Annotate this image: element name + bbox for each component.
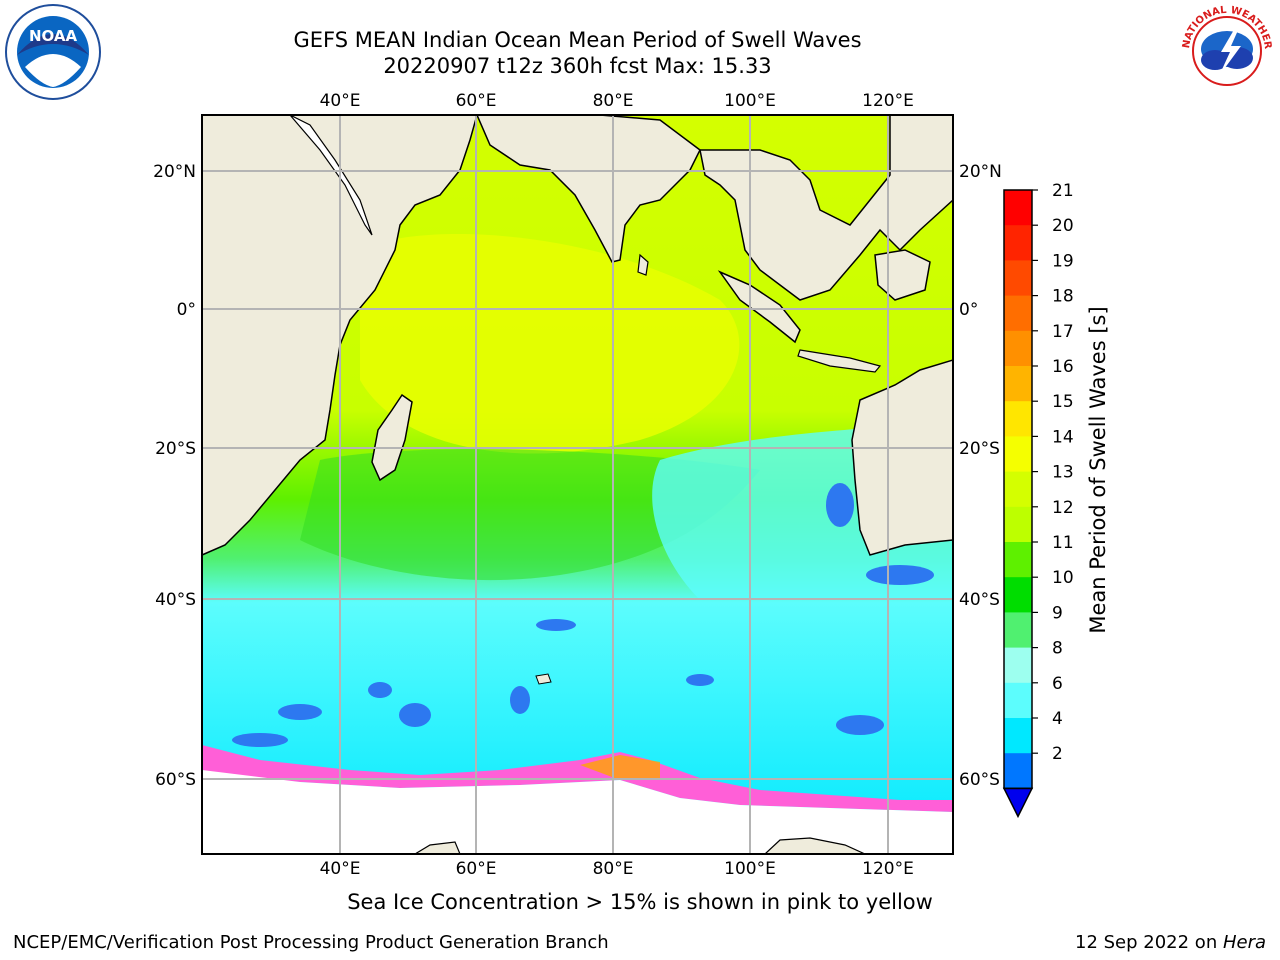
lon-label-top: 80°E [593,91,634,111]
lon-label-top: 60°E [456,91,497,111]
sea-ice-caption: Sea Ice Concentration > 15% is shown in … [347,890,933,914]
colorbar-segment [1004,612,1032,649]
colorbar-tick-label: 6 [1052,674,1063,694]
colorbar-segment [1004,436,1032,473]
sea-ice-interior [580,755,660,780]
lon-label-bottom: 120°E [862,859,914,879]
colorbar-segment [1004,506,1032,543]
colorbar-tick-label: 4 [1052,709,1063,729]
lon-label-bottom: 60°E [456,859,497,879]
lat-label-right: 40°S [959,590,1000,610]
land-java [797,349,882,373]
land-sri-lanka [637,253,649,276]
land-southeast-asia [699,115,953,301]
nws-logo-icon: NATIONAL WEATHER SERVICE [1177,2,1274,98]
colorbar-tick-label: 21 [1052,181,1074,201]
colorbar-tick-label: 14 [1052,427,1074,447]
colorbar-segment [1004,718,1032,754]
colorbar-frame [1003,189,1033,790]
lat-label-right: 60°S [959,770,1000,790]
colorbar-tick-label: 10 [1052,568,1074,588]
footer-date: 12 Sep 2022 on Hera [1075,932,1266,953]
colorbar-label: Mean Period of Swell Waves [s] [1086,306,1110,634]
colorbar-tick-label: 20 [1052,216,1074,236]
lat-label-left: 60°S [155,770,196,790]
colorbar-segment [1004,225,1032,261]
land-sumatra [717,270,801,344]
noaa-logo-icon: NOAA [5,4,101,100]
swell-mid-band [300,449,760,581]
lon-label-bottom: 80°E [593,859,634,879]
lon-label-bottom: 40°E [320,859,361,879]
land-australia [851,359,953,556]
colorbar-tick-label: 13 [1052,463,1074,483]
no-data-region [202,770,953,854]
colorbar-segment [1004,647,1032,684]
graticule [202,115,953,854]
colorbar-segment [1004,330,1032,367]
lon-label-top: 100°E [724,91,776,111]
lat-label-left: 0° [177,300,196,320]
colorbar-segment [1004,190,1032,226]
colorbar-segment [1004,260,1032,297]
land-antarctica [413,837,866,854]
red-sea [289,115,373,236]
land-kerguelen [535,673,552,685]
lat-label-right: 0° [959,300,978,320]
colorbar-tick-label: 12 [1052,498,1074,518]
colorbar-extend-arrow [1002,787,1034,819]
colorbar-tick-label: 18 [1052,287,1074,307]
land-india [476,115,701,263]
lon-label-bottom: 100°E [724,859,776,879]
land-madagascar [371,393,413,482]
footer-host: Hera [1222,932,1266,953]
map-frame [201,114,954,855]
colorbar-tick-label: 15 [1052,392,1074,412]
lat-label-left: 20°S [155,439,196,459]
colorbar-tick-label: 2 [1052,744,1063,764]
colorbar-tick-label: 11 [1052,533,1074,553]
colorbar-tick-label: 17 [1052,322,1074,342]
colorbar-tick-label: 8 [1052,639,1063,659]
lat-label-left: 20°N [153,162,196,182]
colorbar-segment [1004,401,1032,437]
lat-label-right: 20°S [959,439,1000,459]
colorbar-segment [1004,542,1032,578]
swell-core-region [360,234,740,454]
footer-credit: NCEP/EMC/Verification Post Processing Pr… [13,932,609,953]
colorbar-tick-label: 9 [1052,603,1063,623]
colorbar-tick-label: 19 [1052,251,1074,271]
colorbar-segment [1004,366,1032,402]
colorbar-segment [1004,577,1032,613]
noaa-logo-text: NOAA [29,27,78,45]
colorbar-segment [1004,753,1032,789]
colorbar-segment [1004,295,1032,332]
low-period-patches [232,483,934,747]
lat-label-right: 20°N [959,162,1002,182]
map-title: GEFS MEAN Indian Ocean Mean Period of Sw… [293,28,862,52]
colorbar-segment [1004,682,1032,719]
lon-label-top: 40°E [320,91,361,111]
lat-label-left: 40°S [155,590,196,610]
colorbar-tick-label: 16 [1052,357,1074,377]
lon-label-top: 120°E [862,91,914,111]
colorbar: 21 20 19 18 17 16 15 14 13 12 11 10 9 8 6 4 2 [1002,181,1074,819]
map-subtitle: 20220907 t12z 360h fcst Max: 15.33 [383,54,772,78]
colorbar-segment [1004,471,1032,508]
